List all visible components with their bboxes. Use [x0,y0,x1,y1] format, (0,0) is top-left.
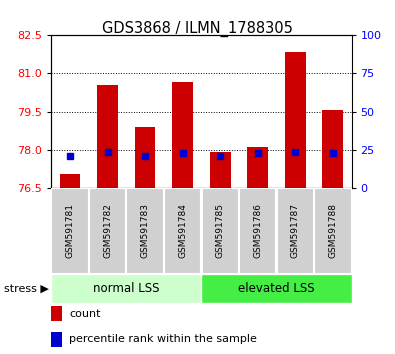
Text: GSM591782: GSM591782 [103,204,112,258]
Bar [89,188,126,274]
Text: count: count [70,309,101,319]
Bar [201,188,239,274]
Bar [51,274,201,303]
Bar [276,188,314,274]
Bar [314,188,352,274]
Text: stress ▶: stress ▶ [4,284,49,293]
Bar [60,174,81,188]
Text: GSM591783: GSM591783 [141,204,150,258]
Bar [164,188,201,274]
Text: GDS3868 / ILMN_1788305: GDS3868 / ILMN_1788305 [102,21,293,38]
Bar [239,188,276,274]
Bar [135,127,156,188]
Bar [210,152,231,188]
Bar [247,147,268,188]
Text: percentile rank within the sample: percentile rank within the sample [70,335,257,344]
Bar [172,82,193,188]
Text: GSM591784: GSM591784 [178,204,187,258]
Bar [97,85,118,188]
Text: GSM591788: GSM591788 [328,204,337,258]
Text: elevated LSS: elevated LSS [238,282,315,295]
Bar [51,307,62,321]
Text: GSM591781: GSM591781 [66,204,75,258]
Bar [51,188,89,274]
Text: GSM591785: GSM591785 [216,204,225,258]
Bar [51,332,62,347]
Bar [322,110,343,188]
Text: normal LSS: normal LSS [93,282,160,295]
Bar [285,52,306,188]
Bar [126,188,164,274]
Bar [201,274,352,303]
Text: GSM591787: GSM591787 [291,204,300,258]
Text: GSM591786: GSM591786 [253,204,262,258]
